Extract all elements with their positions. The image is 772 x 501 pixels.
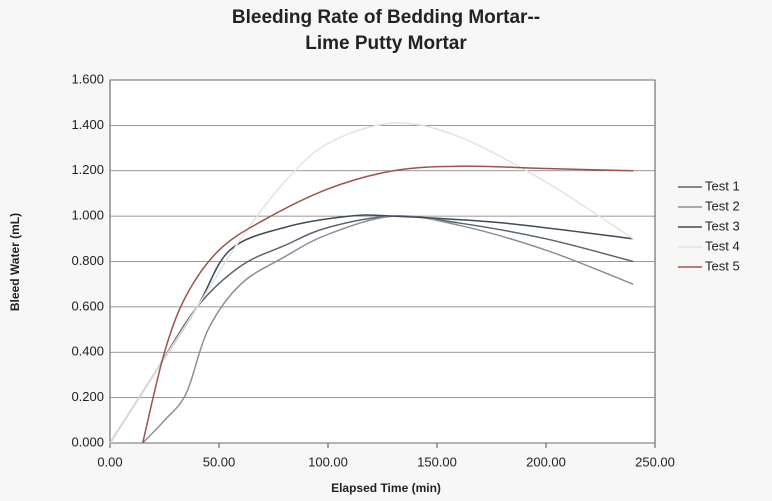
chart-title: Bleeding Rate of Bedding Mortar-- <box>232 7 540 28</box>
y-tick-label: 1.400 <box>71 117 104 132</box>
legend-label: Test 1 <box>705 178 740 193</box>
x-tick-label: 100.00 <box>308 454 348 469</box>
x-tick-label: 150.00 <box>417 454 457 469</box>
y-axis-title: Bleed Water (mL) <box>8 213 22 311</box>
y-tick-label: 1.200 <box>71 162 104 177</box>
y-tick-label: 0.800 <box>71 253 104 268</box>
y-tick-label: 1.000 <box>71 208 104 223</box>
series-line <box>142 215 634 444</box>
x-tick-label: 50.00 <box>203 454 236 469</box>
x-tick-label: 0.00 <box>97 454 122 469</box>
y-tick-label: 0.200 <box>71 389 104 404</box>
legend-label: Test 3 <box>705 218 740 233</box>
series-line <box>141 165 634 444</box>
x-axis-title: Elapsed Time (min) <box>331 481 441 495</box>
y-tick-label: 0.400 <box>71 344 104 359</box>
legend-label: Test 4 <box>705 238 740 253</box>
legend-label: Test 5 <box>705 258 740 273</box>
x-tick-label: 200.00 <box>526 454 566 469</box>
chart-title: Lime Putty Mortar <box>305 33 467 54</box>
y-tick-label: 0.000 <box>71 434 104 449</box>
x-tick-label: 250.00 <box>635 454 675 469</box>
y-tick-label: 1.600 <box>71 71 104 86</box>
y-tick-label: 0.600 <box>71 298 104 313</box>
legend-label: Test 2 <box>705 198 740 213</box>
series-line <box>109 215 634 444</box>
